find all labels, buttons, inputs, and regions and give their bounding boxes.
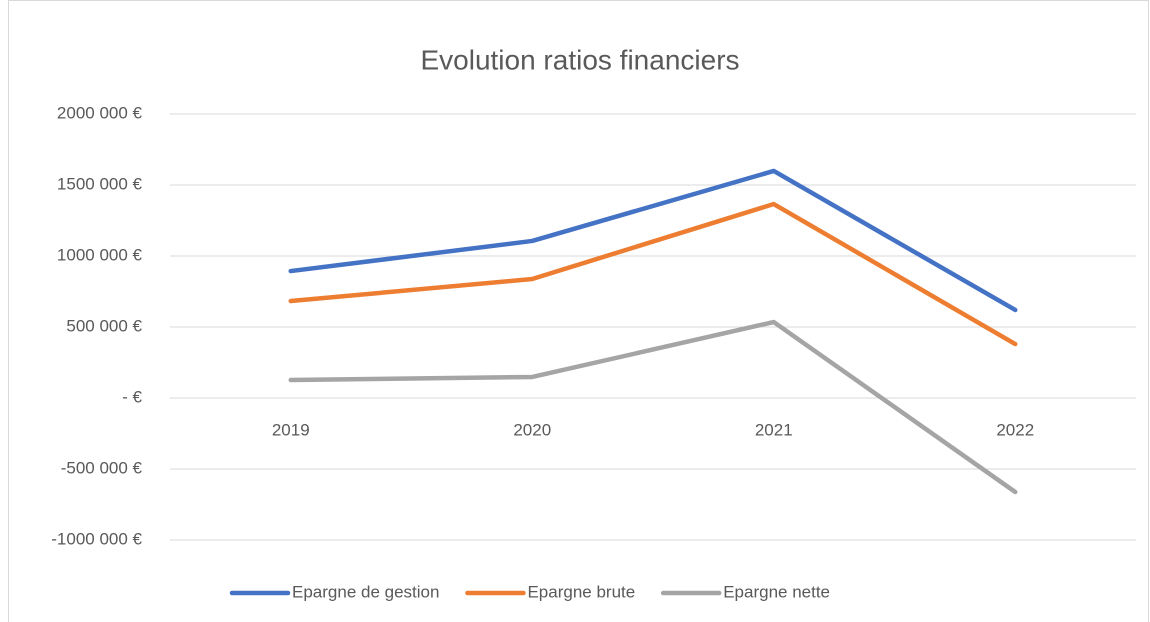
y-tick-label: 1000 000 €: [57, 245, 143, 264]
y-tick-label: 1500 000 €: [57, 174, 143, 193]
y-tick-label: -1000 000 €: [51, 529, 142, 548]
x-tick-label: 2019: [272, 420, 310, 439]
series-line: [288, 201, 1018, 347]
series-line: [288, 168, 1018, 313]
legend-label: Epargne nette: [723, 582, 830, 601]
x-tick-label: 2022: [996, 420, 1034, 439]
y-tick-label: 500 000 €: [66, 316, 142, 335]
legend-label: Epargne de gestion: [292, 582, 439, 601]
series-line: [288, 319, 1018, 495]
y-tick-label: 2000 000 €: [57, 103, 143, 122]
x-tick-label: 2020: [513, 420, 551, 439]
chart-frame: [8, 0, 1149, 622]
y-tick-label: - €: [122, 387, 142, 406]
legend-label: Epargne brute: [527, 582, 635, 601]
y-tick-label: -500 000 €: [61, 458, 143, 477]
chart-title: Evolution ratios financiers: [420, 44, 739, 75]
x-tick-label: 2021: [755, 420, 793, 439]
